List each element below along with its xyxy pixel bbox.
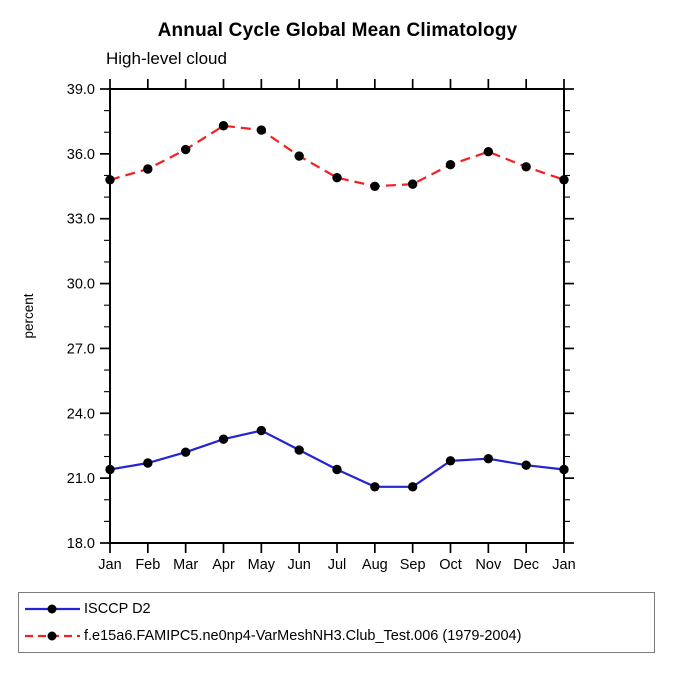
series-marker-dot <box>483 146 494 157</box>
series-marker-dot <box>559 464 569 475</box>
legend-label-model: f.e15a6.FAMIPC5.ne0np4-VarMeshNH3.Club_T… <box>84 627 522 644</box>
series-marker-dot <box>256 425 267 436</box>
series-marker-dot <box>445 456 456 466</box>
series-marker-dot <box>256 125 267 135</box>
legend-solid-line-icon <box>25 604 80 614</box>
series-marker-dot <box>521 460 531 470</box>
y-tick-label: 21.0 <box>67 471 95 487</box>
x-tick-label: Nov <box>475 557 502 573</box>
legend-box: ISCCP D2 f.e15a6.FAMIPC5.ne0np4-VarMeshN… <box>18 592 655 653</box>
series-model <box>105 121 569 191</box>
series-marker-dot <box>407 482 418 492</box>
y-axis-title: percent <box>21 293 36 338</box>
plot-canvas: 18.0 21.0 24.0 27.0 30.0 33.0 36.0 39.0 Jan Feb Ma… <box>21 79 576 573</box>
legend-item-model: f.e15a6.FAMIPC5.ne0np4-VarMeshNH3.Club_T… <box>19 624 654 648</box>
x-tick-label: Jun <box>287 557 310 573</box>
legend-marker-dot <box>47 604 57 614</box>
series-marker-dot <box>407 179 418 189</box>
legend-item-observation: ISCCP D2 <box>19 597 654 621</box>
series-marker-dot <box>218 434 229 444</box>
x-tick-label: Jan <box>98 557 121 573</box>
series-marker-dot <box>180 447 191 457</box>
series-marker-dot <box>105 175 115 185</box>
x-tick-label: Mar <box>173 557 198 573</box>
x-tick-label: Apr <box>212 557 235 573</box>
x-axis-ticks: Jan Feb Mar Apr May Jun Jul Aug Sep Oct Nov Dec Jan <box>98 79 576 573</box>
series-line <box>109 429 565 488</box>
x-tick-label: Dec <box>513 557 539 573</box>
y-tick-label: 30.0 <box>67 277 95 293</box>
series-marker-dot <box>559 175 569 185</box>
series-marker-dot <box>294 151 304 161</box>
series-marker-dot <box>445 159 456 170</box>
series-marker-dot <box>332 172 342 183</box>
series-observation <box>105 425 569 492</box>
x-tick-label: Jan <box>552 557 575 573</box>
y-tick-label: 33.0 <box>67 212 95 228</box>
series-marker-dot <box>483 453 494 464</box>
y-axis-ticks: 18.0 21.0 24.0 27.0 30.0 33.0 36.0 39.0 <box>67 82 574 552</box>
y-tick-label: 18.0 <box>67 536 95 552</box>
series-marker-dot <box>143 164 153 174</box>
y-tick-label: 27.0 <box>67 341 95 357</box>
chart-subtitle: High-level cloud <box>106 49 227 68</box>
series-marker-dot <box>370 181 380 191</box>
series-marker-dot <box>370 482 380 492</box>
series-marker-dot <box>180 144 191 155</box>
series-marker-dot <box>521 162 531 172</box>
y-tick-label: 36.0 <box>67 147 95 163</box>
legend-label-observation: ISCCP D2 <box>84 601 151 618</box>
x-tick-label: Oct <box>439 557 462 573</box>
plot-border <box>109 88 565 544</box>
x-tick-label: Feb <box>135 557 160 573</box>
series-marker-dot <box>294 445 304 455</box>
x-tick-label: Jul <box>328 557 347 573</box>
x-tick-label: Aug <box>362 557 388 573</box>
x-tick-label: Sep <box>400 557 426 573</box>
series-marker-dot <box>332 464 342 475</box>
y-tick-label: 39.0 <box>67 82 95 98</box>
y-tick-label: 24.0 <box>67 406 95 422</box>
series-marker-dot <box>218 121 229 131</box>
legend-dashed-line-icon <box>25 631 80 641</box>
series-marker-dot <box>143 458 153 468</box>
series-marker-dot <box>105 464 115 475</box>
chart-title: Annual Cycle Global Mean Climatology <box>157 20 518 41</box>
x-tick-label: May <box>248 557 276 573</box>
legend-marker-dot <box>47 631 57 641</box>
